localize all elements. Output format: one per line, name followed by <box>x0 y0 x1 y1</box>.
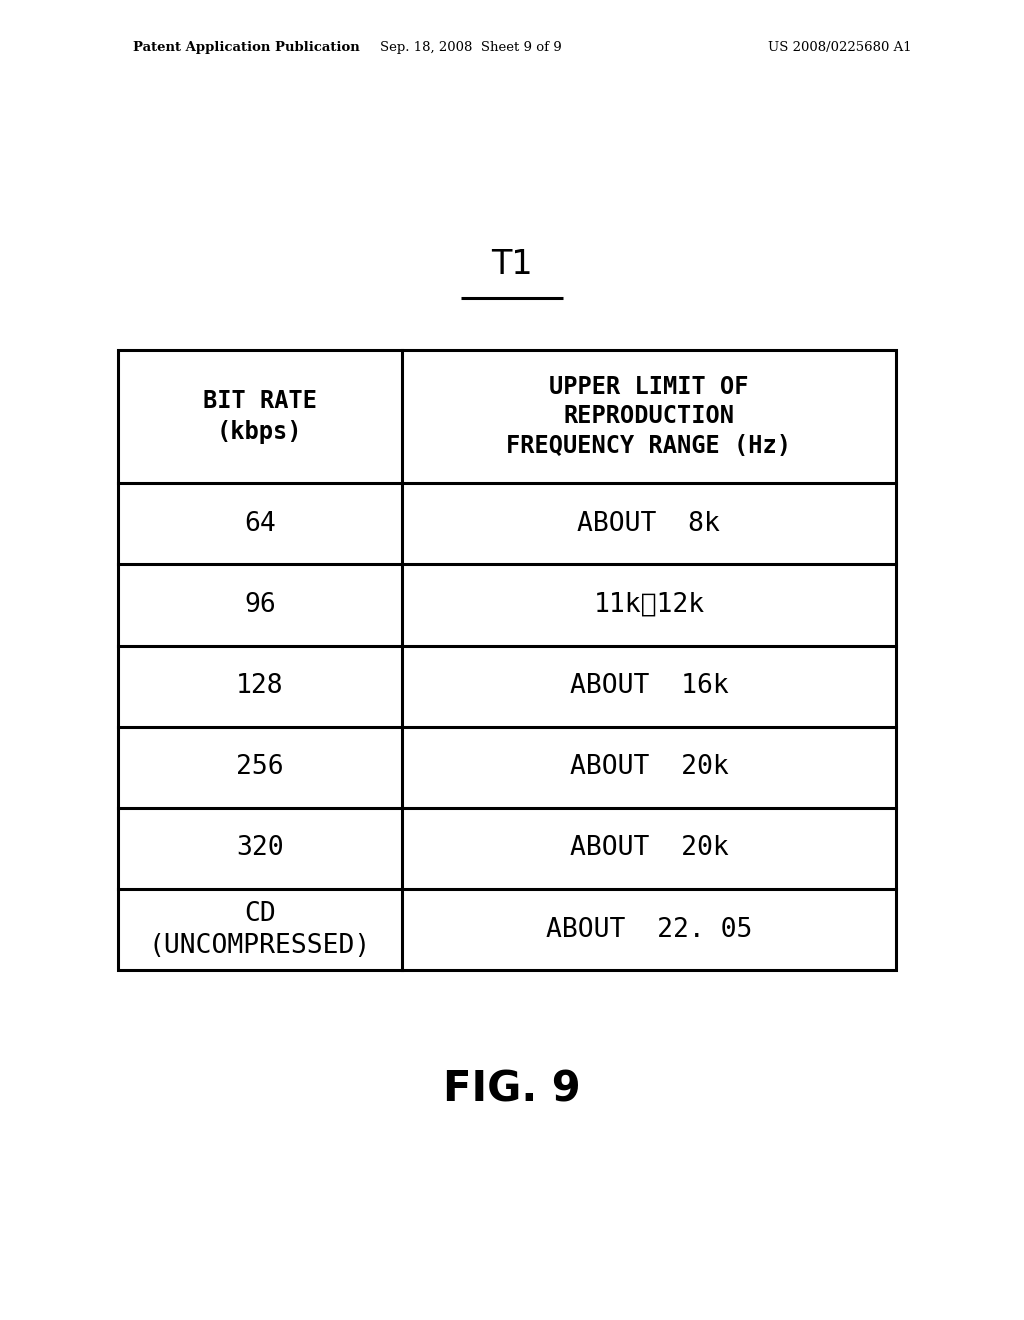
Text: 64: 64 <box>244 511 275 537</box>
Text: BIT RATE
(kbps): BIT RATE (kbps) <box>203 388 316 445</box>
Text: US 2008/0225680 A1: US 2008/0225680 A1 <box>768 41 911 54</box>
Text: ABOUT  20k: ABOUT 20k <box>569 754 728 780</box>
Text: 320: 320 <box>236 836 284 862</box>
Text: FIG. 9: FIG. 9 <box>443 1068 581 1110</box>
Text: UPPER LIMIT OF
REPRODUCTION
FREQUENCY RANGE (Hz): UPPER LIMIT OF REPRODUCTION FREQUENCY RA… <box>507 375 792 458</box>
Text: ABOUT  16k: ABOUT 16k <box>569 673 728 700</box>
Text: Sep. 18, 2008  Sheet 9 of 9: Sep. 18, 2008 Sheet 9 of 9 <box>380 41 562 54</box>
Text: ABOUT  8k: ABOUT 8k <box>578 511 720 537</box>
Text: Patent Application Publication: Patent Application Publication <box>133 41 359 54</box>
Text: 256: 256 <box>236 754 284 780</box>
Text: 11k～12k: 11k～12k <box>593 591 705 618</box>
Text: 128: 128 <box>236 673 284 700</box>
Text: CD
(UNCOMPRESSED): CD (UNCOMPRESSED) <box>148 900 371 958</box>
Text: T1: T1 <box>492 248 532 281</box>
Text: ABOUT  20k: ABOUT 20k <box>569 836 728 862</box>
Text: ABOUT  22. 05: ABOUT 22. 05 <box>546 916 752 942</box>
Text: 96: 96 <box>244 591 275 618</box>
Bar <box>118 350 896 970</box>
